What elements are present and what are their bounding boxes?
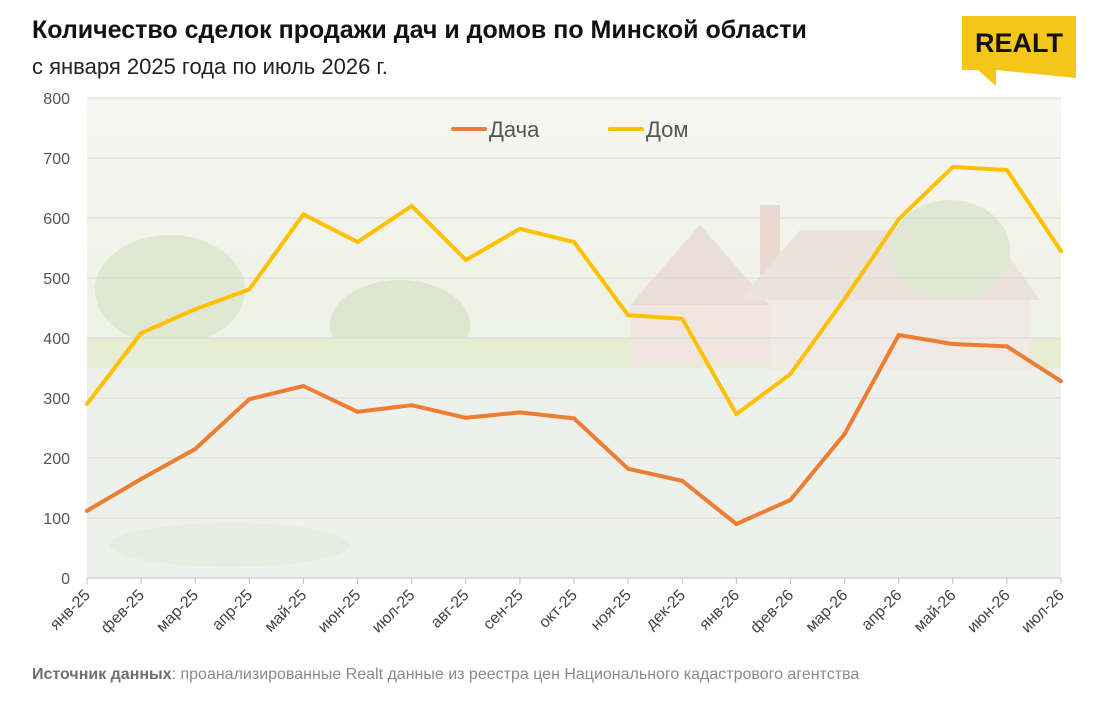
x-tick-label: авг-25 bbox=[428, 587, 473, 632]
data-point bbox=[139, 477, 144, 481]
data-point bbox=[626, 313, 631, 318]
x-tick-label: фев-25 bbox=[98, 587, 148, 637]
data-point bbox=[842, 297, 847, 301]
data-point bbox=[409, 204, 414, 208]
y-tick-label: 700 bbox=[43, 151, 70, 168]
data-point bbox=[301, 384, 306, 388]
data-point bbox=[1059, 379, 1063, 384]
data-point bbox=[247, 287, 252, 292]
data-point bbox=[626, 466, 631, 471]
data-point bbox=[896, 333, 901, 337]
x-tick-label: окт-25 bbox=[536, 587, 581, 632]
legend-label: Дача bbox=[489, 117, 540, 142]
x-tick-label: июл-25 bbox=[369, 587, 419, 637]
x-tick-label: мар-25 bbox=[153, 587, 202, 636]
y-axis-ticks: 0 100 200 300 400 500 600 700 800 bbox=[43, 91, 70, 588]
x-tick-label: фев-26 bbox=[747, 587, 797, 637]
data-point bbox=[1004, 344, 1009, 349]
data-point bbox=[950, 165, 955, 169]
data-point bbox=[788, 372, 793, 376]
y-tick-label: 400 bbox=[43, 331, 70, 348]
data-point bbox=[1059, 249, 1063, 253]
x-tick-label: апр-25 bbox=[209, 587, 256, 634]
data-point bbox=[247, 397, 252, 402]
x-tick-label: дек-25 bbox=[643, 587, 689, 633]
data-point bbox=[788, 498, 793, 502]
data-point bbox=[680, 478, 685, 483]
x-tick-label: апр-26 bbox=[858, 587, 905, 634]
data-point bbox=[734, 522, 739, 526]
data-point bbox=[85, 402, 89, 406]
data-point bbox=[355, 409, 360, 414]
data-point bbox=[85, 508, 89, 513]
legend: Дача Дом bbox=[451, 117, 689, 142]
logo-text: REALT bbox=[975, 28, 1063, 58]
x-tick-label: сен-25 bbox=[480, 587, 527, 634]
data-point bbox=[680, 316, 685, 321]
realt-logo: REALT bbox=[962, 16, 1076, 86]
source-text: : проанализированные Realt данные из рее… bbox=[171, 666, 860, 683]
logo-badge bbox=[962, 16, 1076, 86]
chart-title: Количество сделок продажи дач и домов по… bbox=[32, 16, 807, 44]
data-point bbox=[409, 403, 414, 408]
data-point bbox=[193, 307, 198, 312]
x-tick-label: июн-25 bbox=[315, 587, 364, 636]
data-point bbox=[572, 240, 576, 244]
data-point bbox=[463, 415, 468, 420]
data-point bbox=[301, 212, 306, 217]
data-point bbox=[1004, 168, 1009, 172]
y-tick-label: 600 bbox=[43, 211, 70, 228]
y-tick-label: 200 bbox=[43, 451, 70, 468]
data-point bbox=[734, 412, 739, 417]
y-tick-label: 500 bbox=[43, 271, 70, 288]
data-point bbox=[842, 432, 847, 436]
x-tick-label: янв-26 bbox=[696, 587, 743, 634]
source-note: Источник данных: проанализированные Real… bbox=[32, 666, 859, 684]
x-axis-ticks: янв-25 фев-25 мар-25 апр-25 май-25 июн-25 июл-… bbox=[47, 578, 1068, 637]
y-tick-label: 300 bbox=[43, 391, 70, 408]
data-point bbox=[355, 240, 360, 244]
data-point bbox=[896, 217, 901, 222]
x-tick-label: янв-25 bbox=[47, 587, 94, 634]
data-point bbox=[950, 342, 955, 346]
data-point bbox=[517, 410, 522, 415]
y-tick-label: 0 bbox=[61, 571, 70, 588]
x-tick-label: май-26 bbox=[911, 587, 960, 636]
chart-subtitle: с января 2025 года по июль 2026 г. bbox=[32, 54, 388, 79]
data-point bbox=[572, 416, 576, 421]
y-tick-label: 800 bbox=[43, 91, 70, 108]
x-tick-label: июл-26 bbox=[1018, 587, 1068, 637]
source-label: Источник данных bbox=[32, 666, 172, 683]
legend-label: Дом bbox=[646, 117, 689, 142]
y-tick-label: 100 bbox=[43, 511, 70, 528]
data-point bbox=[139, 331, 144, 336]
x-tick-label: июн-26 bbox=[964, 587, 1013, 636]
series-lines bbox=[85, 165, 1063, 526]
data-point bbox=[517, 226, 522, 231]
data-point bbox=[463, 258, 468, 262]
x-tick-label: мар-26 bbox=[803, 587, 852, 636]
x-tick-label: ноя-25 bbox=[588, 587, 635, 634]
data-point bbox=[193, 447, 198, 451]
x-tick-label: май-25 bbox=[262, 587, 311, 636]
